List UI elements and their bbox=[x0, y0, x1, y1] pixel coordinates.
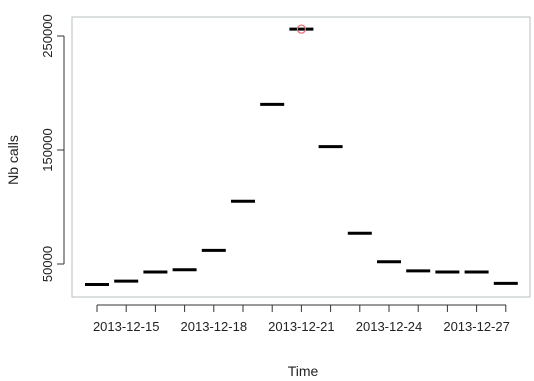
x-tick-label-3: 2013-12-24 bbox=[356, 319, 423, 334]
y-tick-label-2: 250000 bbox=[40, 14, 55, 57]
y-axis: 50000 150000 250000 bbox=[40, 14, 65, 282]
x-tick-label-4: 2013-12-27 bbox=[443, 319, 510, 334]
plot-frame bbox=[71, 16, 531, 298]
x-axis-title: Time bbox=[288, 363, 319, 379]
y-tick-label-1: 150000 bbox=[40, 128, 55, 171]
x-tick-label-0: 2013-12-15 bbox=[93, 319, 160, 334]
x-tick-label-1: 2013-12-18 bbox=[181, 319, 248, 334]
data-marks bbox=[85, 24, 518, 287]
x-axis: 2013-12-15 2013-12-18 2013-12-21 2013-12-24… bbox=[93, 304, 510, 334]
max-point-marker bbox=[296, 24, 307, 34]
y-tick-label-0: 50000 bbox=[40, 246, 55, 282]
x-tick-label-2: 2013-12-21 bbox=[268, 319, 335, 334]
y-axis-title: Nb calls bbox=[5, 135, 21, 185]
